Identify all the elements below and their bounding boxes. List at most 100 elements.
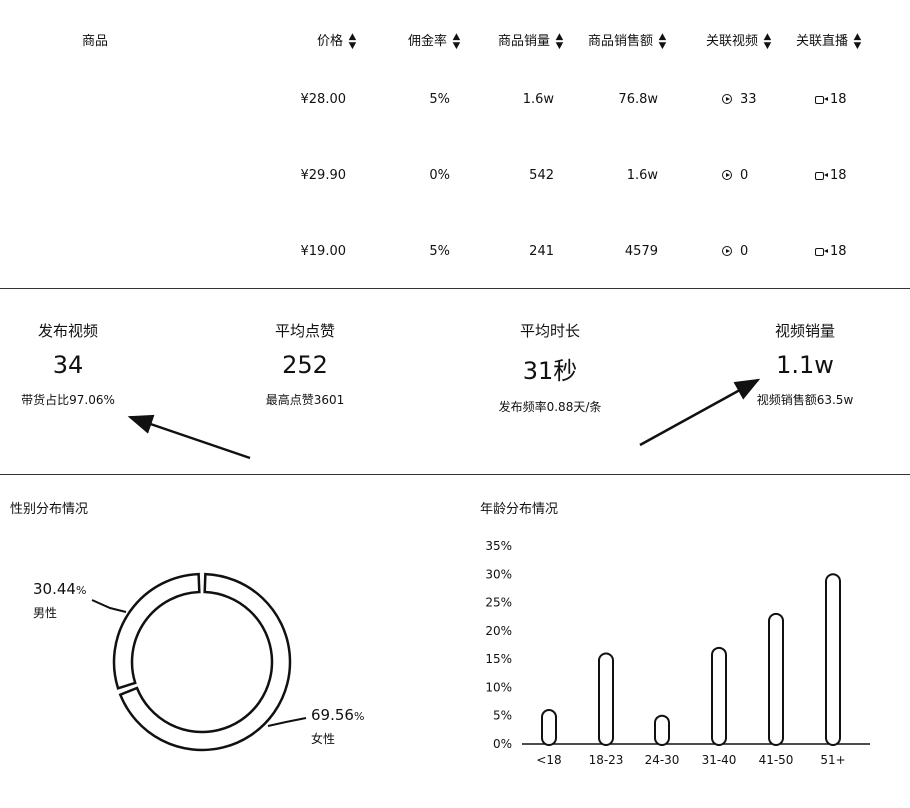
sort-icon[interactable]: ▲ ▼ (763, 31, 772, 51)
age-bar (768, 612, 784, 746)
y-tick-label: 5% (493, 709, 512, 723)
annotation-arrows (127, 378, 761, 460)
age-bar-chart: 35% 30% 25% 20% 15% 10% 5% 0% <18 18-23 24-30 31-40… (485, 539, 870, 767)
sort-icon[interactable]: ▲ ▼ (853, 31, 862, 51)
stat-label: 平均点赞 (274, 322, 335, 340)
cell-sales: 542 (529, 168, 554, 183)
header-revenue-label: 商品销售额 (588, 34, 654, 49)
cell-live-value: 18 (830, 92, 847, 107)
header-commission-label: 佣金率 (408, 34, 448, 49)
cell-live[interactable]: 18 (815, 168, 847, 183)
y-tick-label: 30% (485, 567, 512, 581)
cell-sales: 241 (529, 244, 554, 259)
play-icon (722, 246, 732, 256)
stat-avg-duration: 平均时长 31秒 发布频率0.88天/条 (480, 320, 620, 415)
x-tick-label: <18 (536, 753, 561, 767)
cell-videos-value: 33 (740, 92, 757, 107)
y-tick-label: 10% (485, 680, 512, 694)
section-divider (0, 288, 910, 289)
header-sales-label: 商品销量 (498, 34, 551, 49)
stat-label: 平均时长 (519, 322, 580, 340)
header-videos-label: 关联视频 (706, 34, 759, 49)
sort-icon[interactable]: ▲ ▼ (658, 31, 667, 51)
female-value: 69.56% (311, 706, 364, 724)
stat-sub: 视频销售额63.5w (756, 393, 854, 407)
header-commission[interactable]: 佣金率 ▲ ▼ (408, 30, 460, 51)
arrow-left (127, 414, 251, 460)
donut-slice-female (118, 572, 292, 752)
gender-title: 性别分布情况 (10, 502, 89, 517)
cell-videos-value: 0 (740, 168, 749, 183)
cell-price: ¥19.00 (300, 244, 347, 259)
cell-price: ¥29.90 (300, 168, 347, 183)
header-revenue[interactable]: 商品销售额 ▲ ▼ (588, 30, 666, 51)
stat-avg-likes: 平均点赞 252 最高点赞3601 (245, 320, 365, 408)
y-tick-label: 20% (485, 624, 512, 638)
sort-icon[interactable]: ▲ ▼ (348, 31, 357, 51)
table-row[interactable]: ¥29.90 0% 542 1.6w 0 18 (0, 168, 910, 188)
stat-value: 1.1w (776, 351, 834, 379)
female-pct: 69.56 (311, 706, 354, 724)
stat-video-sales: 视频销量 1.1w 视频销售额63.5w (745, 320, 865, 408)
sort-icon[interactable]: ▲ ▼ (555, 31, 564, 51)
header-sales[interactable]: 商品销量 ▲ ▼ (498, 30, 563, 51)
header-live-label: 关联直播 (796, 34, 849, 49)
female-label: 女性 (311, 732, 336, 746)
age-bar (654, 714, 670, 746)
header-price-label: 价格 (317, 34, 344, 49)
section-divider (0, 474, 910, 475)
stat-published-videos: 发布视频 34 带货占比97.06% (8, 320, 128, 408)
x-tick-label: 31-40 (702, 753, 737, 767)
cell-live[interactable]: 18 (815, 92, 847, 107)
age-title: 年龄分布情况 (480, 502, 559, 517)
female-leader-line (267, 717, 307, 727)
cell-live[interactable]: 18 (815, 244, 847, 259)
header-live[interactable]: 关联直播 ▲ ▼ (796, 30, 861, 51)
y-tick-label: 35% (485, 539, 512, 553)
cell-videos[interactable]: 0 (722, 168, 748, 183)
cell-commission: 5% (429, 92, 450, 107)
cell-sales: 1.6w (522, 92, 554, 107)
table-row[interactable]: ¥28.00 5% 1.6w 76.8w 33 18 (0, 92, 910, 112)
x-tick-label: 24-30 (645, 753, 680, 767)
male-label: 男性 (33, 606, 58, 620)
gender-donut-chart (91, 572, 307, 752)
cell-commission: 5% (429, 244, 450, 259)
cell-videos[interactable]: 33 (722, 92, 757, 107)
header-price[interactable]: 价格 ▲ ▼ (317, 30, 356, 51)
male-unit: % (75, 584, 87, 597)
age-bar (598, 652, 614, 746)
y-tick-label: 25% (485, 596, 512, 610)
stat-sub: 发布频率0.88天/条 (498, 400, 602, 414)
cell-videos[interactable]: 0 (722, 244, 748, 259)
stat-value: 34 (52, 351, 84, 379)
arrow-right (639, 378, 761, 447)
cell-commission: 0% (429, 168, 450, 183)
donut-slice-male (112, 572, 201, 690)
sort-icon[interactable]: ▲ ▼ (452, 31, 461, 51)
cell-revenue: 4579 (624, 244, 658, 259)
stat-value: 252 (282, 351, 328, 379)
stat-sub: 最高点赞3601 (265, 393, 345, 407)
stat-value: 31秒 (522, 357, 578, 385)
cell-price: ¥28.00 (300, 92, 347, 107)
male-pct: 30.44 (33, 580, 76, 598)
table-header: 商品 价格 ▲ ▼ 佣金率 ▲ ▼ 商品销量 ▲ ▼ 商品销售额 ▲ ▼ 关联视频 ▲ ▼ 关联直播… (0, 30, 910, 50)
stat-label: 视频销量 (774, 322, 835, 340)
age-bar (825, 573, 841, 746)
live-camera-icon (815, 172, 828, 180)
female-unit: % (353, 710, 365, 723)
x-tick-label: 18-23 (589, 753, 624, 767)
header-videos[interactable]: 关联视频 ▲ ▼ (706, 30, 771, 51)
play-icon (722, 94, 732, 104)
table-row[interactable]: ¥19.00 5% 241 4579 0 18 (0, 244, 910, 264)
stat-sub: 带货占比97.06% (21, 393, 115, 407)
y-tick-label: 15% (485, 652, 512, 666)
live-camera-icon (815, 248, 828, 256)
x-tick-label: 41-50 (759, 753, 794, 767)
cell-revenue: 1.6w (626, 168, 658, 183)
play-icon (722, 170, 732, 180)
age-bar (711, 646, 727, 746)
x-tick-label: 51+ (820, 753, 845, 767)
cell-live-value: 18 (830, 168, 847, 183)
